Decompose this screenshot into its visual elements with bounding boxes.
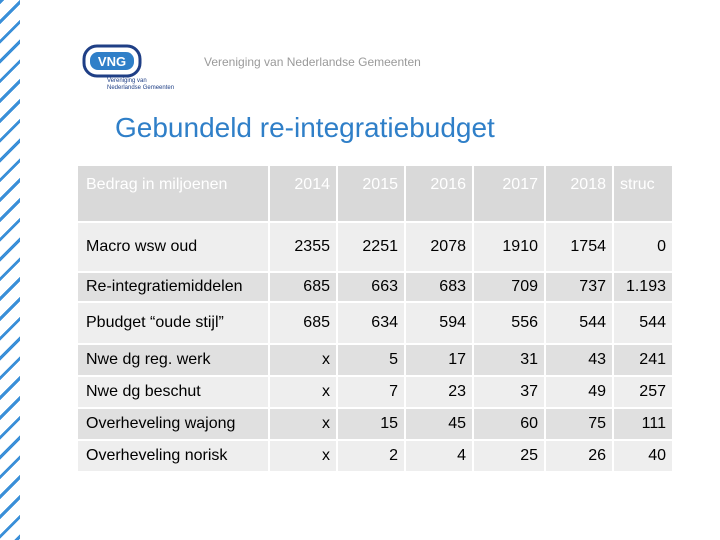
logo-text: VNG (98, 54, 126, 69)
table-cell: 2355 (270, 223, 336, 271)
table-row: Overheveling norisk x 2 4 25 26 40 (78, 441, 672, 471)
table-cell: x (270, 409, 336, 439)
table-cell: 4 (406, 441, 472, 471)
table-cell: 45 (406, 409, 472, 439)
column-header: 2015 (338, 166, 404, 221)
table-cell: 15 (338, 409, 404, 439)
table-row: Re-integratiemiddelen 685 663 683 709 73… (78, 273, 672, 301)
row-label: Pbudget “oude stijl” (78, 303, 268, 343)
table-cell: 1910 (474, 223, 544, 271)
row-label: Re-integratiemiddelen (78, 273, 268, 301)
table-cell: 40 (614, 441, 672, 471)
organization-name: Vereniging van Nederlandse Gemeenten (204, 55, 421, 69)
table-cell: 2078 (406, 223, 472, 271)
table-cell: x (270, 345, 336, 375)
logo-subtitle-line-2: Nederlandse Gemeenten (107, 85, 175, 91)
table-cell: 634 (338, 303, 404, 343)
table-cell: 1754 (546, 223, 612, 271)
table-cell: 544 (546, 303, 612, 343)
table-cell: 663 (338, 273, 404, 301)
vng-logo: VNG (82, 44, 142, 78)
table-cell: 75 (546, 409, 612, 439)
table-cell: 685 (270, 273, 336, 301)
table-cell: 5 (338, 345, 404, 375)
budget-table: Bedrag in miljoenen 2014 2015 2016 2017 … (76, 164, 674, 473)
table-cell: 556 (474, 303, 544, 343)
logo-subtitle: Vereniging van Nederlandse Gemeenten (107, 78, 174, 92)
row-label: Overheveling norisk (78, 441, 268, 471)
table-cell: 544 (614, 303, 672, 343)
table-cell: 683 (406, 273, 472, 301)
table-cell: 2251 (338, 223, 404, 271)
table-cell: x (270, 377, 336, 407)
logo-subtitle-line-1: Vereniging van (107, 78, 147, 84)
table-row: Overheveling wajong x 15 45 60 75 111 (78, 409, 672, 439)
table-cell: 709 (474, 273, 544, 301)
table-row: Macro wsw oud 2355 2251 2078 1910 1754 0 (78, 223, 672, 271)
column-header: 2014 (270, 166, 336, 221)
table-cell: 49 (546, 377, 612, 407)
page-title: Gebundeld re-integratiebudget (115, 112, 495, 143)
row-label: Nwe dg beschut (78, 377, 268, 407)
table-cell: 2 (338, 441, 404, 471)
table-cell: 257 (614, 377, 672, 407)
table-cell: 1.193 (614, 273, 672, 301)
column-header: 2016 (406, 166, 472, 221)
table-row: Nwe dg reg. werk x 5 17 31 43 241 (78, 345, 672, 375)
table-header-row: Bedrag in miljoenen 2014 2015 2016 2017 … (78, 166, 672, 221)
table-cell: 241 (614, 345, 672, 375)
table-cell: 685 (270, 303, 336, 343)
table-cell: 37 (474, 377, 544, 407)
decorative-stripe (0, 0, 20, 540)
table-cell: 43 (546, 345, 612, 375)
table-cell: 737 (546, 273, 612, 301)
column-header: Bedrag in miljoenen (78, 166, 268, 221)
table-cell: 31 (474, 345, 544, 375)
table-cell: 17 (406, 345, 472, 375)
table-cell: 23 (406, 377, 472, 407)
row-label: Overheveling wajong (78, 409, 268, 439)
table-cell: 60 (474, 409, 544, 439)
table-cell: 7 (338, 377, 404, 407)
table-cell: 0 (614, 223, 672, 271)
table-row: Nwe dg beschut x 7 23 37 49 257 (78, 377, 672, 407)
row-label: Macro wsw oud (78, 223, 268, 271)
row-label: Nwe dg reg. werk (78, 345, 268, 375)
table-cell: 594 (406, 303, 472, 343)
table-cell: x (270, 441, 336, 471)
table-cell: 25 (474, 441, 544, 471)
table-cell: 111 (614, 409, 672, 439)
column-header: 2018 (546, 166, 612, 221)
table-cell: 26 (546, 441, 612, 471)
column-header: 2017 (474, 166, 544, 221)
column-header: struc (614, 166, 672, 221)
table-row: Pbudget “oude stijl” 685 634 594 556 544… (78, 303, 672, 343)
